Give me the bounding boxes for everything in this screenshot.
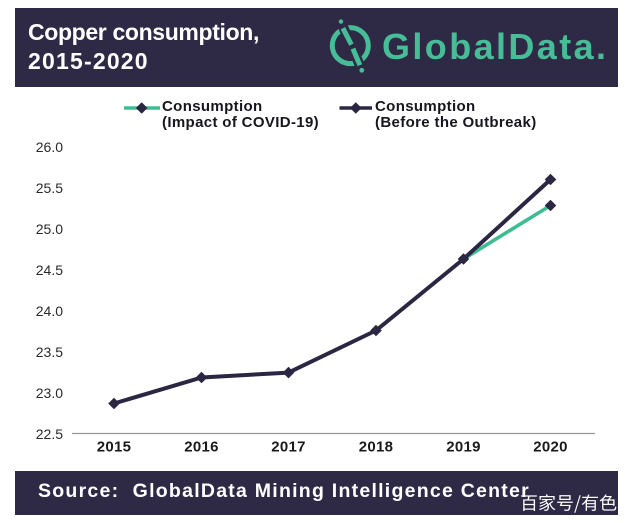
svg-text:2020: 2020 (533, 439, 568, 456)
svg-text:24.5: 24.5 (36, 262, 63, 278)
svg-text:2018: 2018 (359, 439, 394, 456)
svg-text:23.5: 23.5 (36, 344, 63, 360)
svg-text:24.0: 24.0 (36, 303, 63, 319)
svg-text:2017: 2017 (271, 439, 306, 456)
svg-text:23.0: 23.0 (36, 385, 63, 401)
svg-text:25.0: 25.0 (36, 221, 63, 237)
svg-text:2019: 2019 (446, 439, 481, 456)
svg-text:22.5: 22.5 (36, 426, 63, 442)
svg-text:2015: 2015 (97, 439, 132, 456)
svg-text:2016: 2016 (184, 439, 219, 456)
svg-text:26.0: 26.0 (36, 139, 63, 155)
svg-text:25.5: 25.5 (36, 180, 63, 196)
